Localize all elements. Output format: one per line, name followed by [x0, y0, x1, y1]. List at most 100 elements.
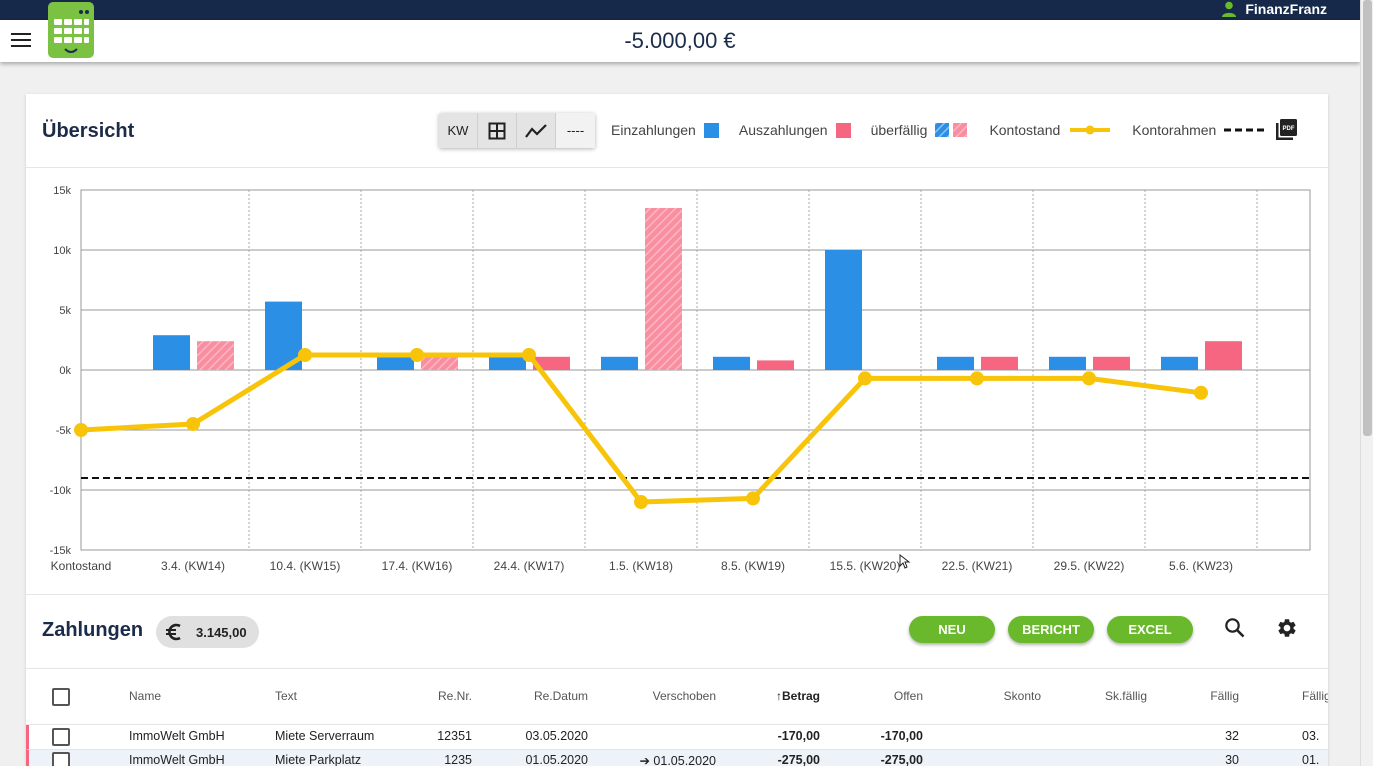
x-tick-label: 10.4. (KW15) [270, 559, 341, 573]
y-tick-label: -5k [56, 425, 72, 437]
y-tick-label: 5k [59, 305, 71, 317]
row-re-datum: 03.05.2020 [525, 729, 588, 743]
legend-kontostand-swatch [1070, 125, 1111, 135]
trend-button[interactable] [517, 113, 556, 148]
x-tick-label: 3.4. (KW14) [161, 559, 225, 573]
legend-ueberfaellig-swatch [935, 122, 968, 137]
row-name: ImmoWelt GmbH [129, 753, 225, 766]
grid-icon [488, 122, 506, 139]
pdf-export-icon[interactable]: PDF [1276, 119, 1297, 140]
kontostand-point [186, 417, 200, 431]
col-skonto[interactable]: Skonto [1003, 689, 1041, 703]
overview-chart: 15k 10k 5k 0k -5k -10k -15k Kontostand 3.4. (KW1… [50, 185, 1311, 573]
legend-kontostand: Kontostand [989, 122, 1061, 138]
y-tick-label: -15k [50, 545, 72, 557]
x-tick-label: 17.4. (KW16) [382, 559, 453, 573]
legend-kontorahmen-swatch [1224, 128, 1269, 132]
bar-auszahlungen [1205, 341, 1242, 370]
row-offen: -170,00 [880, 729, 923, 743]
menu-icon[interactable] [11, 33, 31, 49]
kontostand-point [858, 371, 872, 386]
col-re-datum[interactable]: Re.Datum [533, 689, 588, 703]
table-header-divider [26, 724, 1328, 725]
kontostand-point [1082, 371, 1096, 386]
bar-einzahlungen [377, 356, 414, 370]
payments-divider [26, 668, 1328, 669]
row-name: ImmoWelt GmbH [129, 729, 225, 743]
col-verschoben[interactable]: Verschoben [652, 689, 716, 703]
x-tick-label: 1.5. (KW18) [609, 559, 673, 573]
legend-einzahlungen-swatch [703, 122, 719, 138]
search-icon[interactable] [1224, 617, 1246, 639]
col-re-nr[interactable]: Re.Nr. [437, 689, 472, 703]
legend-einzahlungen: Einzahlungen [611, 122, 696, 138]
dashed-line-button[interactable]: ---- [556, 113, 595, 148]
chart-legend: Einzahlungen Auszahlungen überfällig Kon… [611, 122, 1269, 138]
col-sk-faellig[interactable]: Sk.fällig [1104, 689, 1147, 703]
row-checkbox[interactable] [52, 752, 70, 766]
kontostand-point [298, 348, 312, 362]
bar-auszahlungen [533, 356, 570, 370]
select-all-checkbox[interactable] [52, 688, 70, 706]
legend-auszahlungen: Auszahlungen [738, 122, 828, 138]
chart-divider [26, 594, 1328, 595]
kontostand-point [746, 491, 760, 506]
kw-button[interactable]: KW [439, 113, 478, 148]
page-scrollbar[interactable] [1360, 0, 1373, 766]
kontostand-point [410, 348, 424, 362]
col-name[interactable]: Name [129, 689, 162, 703]
bar-einzahlungen [153, 335, 190, 370]
new-button[interactable]: NEU [909, 616, 995, 643]
row-re-datum: 01.05.2020 [525, 753, 588, 766]
payments-title: Zahlungen [42, 619, 144, 641]
bar-einzahlungen [825, 250, 862, 370]
row-faellig: 32 [1225, 729, 1239, 743]
col-faellig-2[interactable]: Fällig [1302, 689, 1328, 703]
bar-auszahlungen [645, 208, 682, 370]
kontostand-point [522, 348, 536, 362]
legend-kontorahmen: Kontorahmen [1132, 122, 1217, 138]
settings-gear-icon[interactable] [1276, 617, 1298, 639]
col-faellig[interactable]: Fällig [1210, 689, 1239, 703]
table-row[interactable] [26, 725, 1328, 749]
col-betrag-label: Betrag [781, 689, 820, 703]
row-faellig: 30 [1225, 753, 1239, 766]
scrollbar-thumb[interactable] [1363, 0, 1372, 436]
col-text[interactable]: Text [275, 689, 298, 703]
svg-text:PDF: PDF [1283, 126, 1295, 132]
bar-einzahlungen [937, 356, 974, 370]
euro-icon [166, 623, 181, 641]
row-checkbox[interactable] [52, 728, 70, 746]
report-button[interactable]: BERICHT [1008, 616, 1094, 643]
plot-frame [80, 189, 1311, 551]
view-toggle-group: KW ---- [439, 113, 595, 148]
y-tick-label: 0k [59, 365, 71, 377]
kontostand-point [1194, 385, 1208, 400]
table-row[interactable] [26, 749, 1328, 766]
user-menu[interactable]: FinanzFranz [1221, 1, 1327, 17]
user-name: FinanzFranz [1245, 1, 1327, 17]
row-text: Miete Serverraum [275, 729, 375, 743]
trend-icon [525, 123, 547, 138]
mouse-cursor [899, 554, 911, 569]
col-betrag[interactable]: ↑Betrag [776, 689, 820, 703]
x-tick-label: 5.6. (KW23) [1169, 559, 1233, 573]
bar-einzahlungen [1161, 356, 1198, 370]
overview-title: Übersicht [42, 120, 135, 142]
row-text: Miete Parkplatz [275, 753, 362, 766]
grid-button[interactable] [478, 113, 517, 148]
row-re-nr: 1235 [444, 753, 472, 766]
kontostand-point [74, 423, 88, 437]
legend-auszahlungen-swatch [835, 122, 851, 138]
kontostand-point [970, 371, 984, 386]
excel-button[interactable]: EXCEL [1107, 616, 1193, 643]
col-offen[interactable]: Offen [893, 689, 923, 703]
x-tick-label: 15.5. (KW20) [830, 559, 901, 573]
y-tick-label: 10k [53, 245, 71, 257]
row-betrag: -275,00 [777, 753, 820, 766]
top-strip: FinanzFranz [0, 0, 1360, 20]
app-logo[interactable] [48, 2, 94, 58]
x-tick-label: 29.5. (KW22) [1054, 559, 1125, 573]
bar-einzahlungen [489, 356, 526, 370]
bar-einzahlungen [1049, 356, 1086, 370]
